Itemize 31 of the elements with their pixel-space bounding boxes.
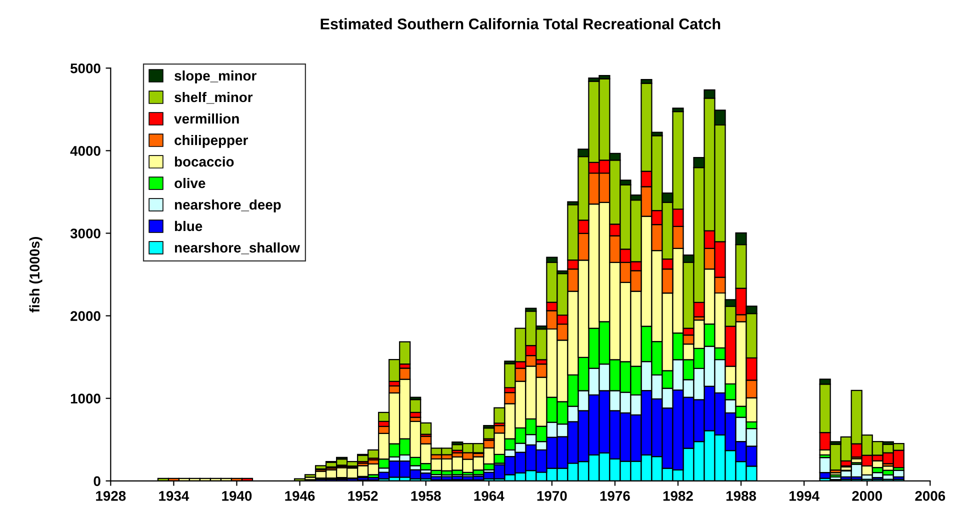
x-tick-label: 1976	[600, 491, 630, 501]
legend-label: slope_minor	[174, 70, 256, 84]
x-tick-label: 1982	[663, 491, 693, 501]
x-tick-label: 1970	[537, 491, 567, 501]
legend-label: nearshore_shallow	[174, 242, 300, 254]
x-tick-label: 1988	[726, 491, 756, 501]
legend-label: shelf_minor	[174, 92, 253, 104]
legend-label: chilipepper	[174, 134, 248, 148]
y-tick-label: 3000	[70, 228, 100, 238]
legend-label: olive	[174, 178, 206, 188]
chart-title: Estimated Southern California Total Recreational Catch	[320, 18, 720, 30]
x-tick-label: 2000	[852, 491, 882, 501]
legend-label: blue	[174, 220, 202, 232]
y-tick-label: 2000	[70, 311, 100, 321]
x-tick-label: 2006	[915, 491, 946, 501]
y-tick-label: 5000	[70, 63, 100, 74]
legend-label: nearshore_deep	[174, 199, 281, 212]
x-tick-label: 1934	[159, 491, 190, 501]
y-tick-label: 4000	[70, 146, 100, 156]
x-tick-label: 1958	[411, 491, 441, 501]
y-tick-label: 1000	[70, 394, 100, 404]
legend-label: vermillion	[174, 113, 239, 124]
y-tick-label: 0	[94, 476, 100, 486]
x-tick-label: 1940	[222, 491, 252, 501]
x-tick-label: 1952	[348, 491, 378, 501]
legend-label: bocaccio	[174, 156, 234, 167]
x-tick-label: 1946	[285, 491, 315, 501]
x-tick-label: 1928	[96, 491, 126, 501]
y-axis-title: fish (1000s)	[29, 236, 42, 312]
x-tick-label: 1994	[790, 491, 820, 501]
x-tick-label: 1964	[474, 491, 504, 501]
